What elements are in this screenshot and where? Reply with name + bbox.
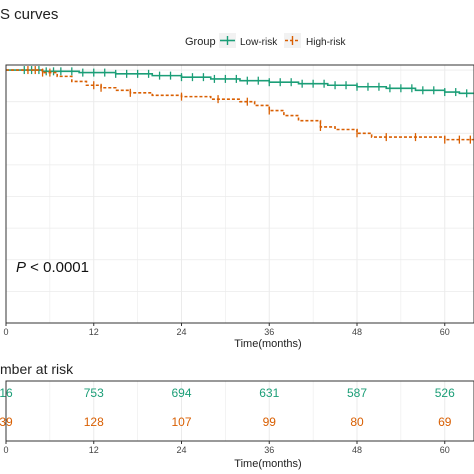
risk-table-background: [6, 381, 474, 441]
x-tick-label: 12: [89, 445, 99, 455]
risk-table-border: [5, 380, 474, 442]
x-tick-label: 48: [352, 445, 362, 455]
risk-count-high-risk: 99: [263, 415, 277, 429]
x-tick-label: 60: [440, 445, 450, 455]
plot-background: [6, 65, 474, 323]
x-tick-label: 60: [440, 327, 450, 337]
legend-label-high-risk: High-risk: [306, 37, 346, 48]
x-tick-label: 0: [3, 327, 8, 337]
survival-curve-high-risk: [6, 69, 474, 141]
plot-border: [5, 64, 474, 324]
risk-count-low-risk: 587: [347, 386, 367, 400]
x-tick-label: 24: [176, 327, 186, 337]
x-tick-label: 24: [176, 445, 186, 455]
x-axis: 0 12 24 36 48 60: [3, 323, 450, 337]
x-tick-label: 0: [3, 445, 8, 455]
chart-title: S curves: [0, 6, 58, 23]
risk-count-low-risk: 631: [259, 386, 279, 400]
risk-count-low-risk: 694: [171, 386, 191, 400]
risk-count-low-risk: 526: [435, 386, 455, 400]
risk-table-title: mber at risk: [0, 361, 74, 377]
plot-panel: [5, 64, 474, 324]
risk-count-high-risk: 80: [350, 415, 364, 429]
legend: Group Low-risk High-risk: [185, 33, 346, 48]
x-tick-label: 36: [264, 327, 274, 337]
p-symbol: P: [16, 259, 26, 276]
x-tick-label: 36: [264, 445, 274, 455]
p-value: < 0.0001: [26, 259, 89, 276]
legend-key-low-risk: [219, 33, 236, 48]
x-tick-label: 48: [352, 327, 362, 337]
risk-count-low-risk: 753: [84, 386, 104, 400]
risk-table-x-label: Time(months): [234, 458, 301, 470]
legend-title: Group: [185, 36, 216, 48]
legend-label-low-risk: Low-risk: [240, 37, 278, 48]
risk-count-high-risk: 107: [171, 415, 191, 429]
risk-table-x-axis: 0 12 24 36 48 60: [3, 441, 450, 455]
x-tick-label: 12: [89, 327, 99, 337]
p-value-annotation: P < 0.0001: [16, 259, 89, 276]
legend-key-high-risk: [284, 33, 301, 48]
risk-count-high-risk: 128: [84, 415, 104, 429]
x-axis-label: Time(months): [234, 338, 301, 350]
series-layer: [6, 66, 474, 144]
risk-count-high-risk: 69: [438, 415, 452, 429]
